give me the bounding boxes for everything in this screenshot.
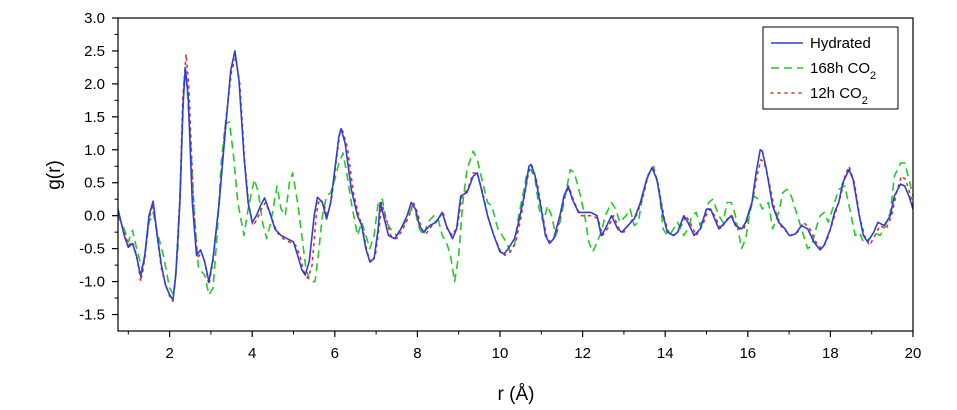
- y-tick-label: -1.0: [79, 274, 105, 291]
- y-tick-label: -1.5: [79, 307, 105, 324]
- legend-label: 12h CO2: [810, 85, 868, 107]
- y-axis-title: g(r): [44, 160, 65, 190]
- y-tick-label: 0.0: [84, 208, 105, 225]
- y-tick-label: 2.0: [84, 76, 105, 93]
- plot-frame: [117, 17, 914, 332]
- y-tick-label: -0.5: [79, 241, 105, 258]
- series-line-hydrated: [118, 50, 913, 301]
- x-tick-label: 6: [331, 345, 339, 362]
- axes: 2 4 6 8 10 12 14 16 18 20 -1.5 -1.0 -0.5 0.0 0.5 1.0 1.5…: [79, 10, 921, 362]
- y-tick-label: 3.0: [84, 10, 105, 27]
- x-tick-label: 2: [165, 345, 173, 362]
- x-tick-label: 10: [492, 345, 509, 362]
- x-axis-title: r (Å): [498, 384, 535, 405]
- x-tick-label: 16: [739, 345, 756, 362]
- legend: Hydrated 168h CO2 12h CO2: [762, 26, 899, 110]
- x-tick-label: 20: [905, 345, 922, 362]
- y-tick-label: 0.5: [84, 175, 105, 192]
- series-line-168h-co: [118, 73, 913, 296]
- plot-area: [118, 50, 913, 303]
- x-tick-label: 18: [822, 345, 839, 362]
- legend-label-subscript: 2: [862, 95, 868, 107]
- legend-label: 168h CO2: [810, 60, 876, 82]
- y-tick-label: 1.0: [84, 142, 105, 159]
- legend-label: Hydrated: [810, 35, 871, 52]
- x-tick-label: 4: [248, 345, 256, 362]
- x-tick-label: 8: [413, 345, 421, 362]
- legend-label-subscript: 2: [870, 70, 876, 82]
- x-tick-label: 14: [657, 345, 674, 362]
- y-tick-label: 1.5: [84, 109, 105, 126]
- y-tick-label: 2.5: [84, 43, 105, 60]
- x-tick-label: 12: [574, 345, 591, 362]
